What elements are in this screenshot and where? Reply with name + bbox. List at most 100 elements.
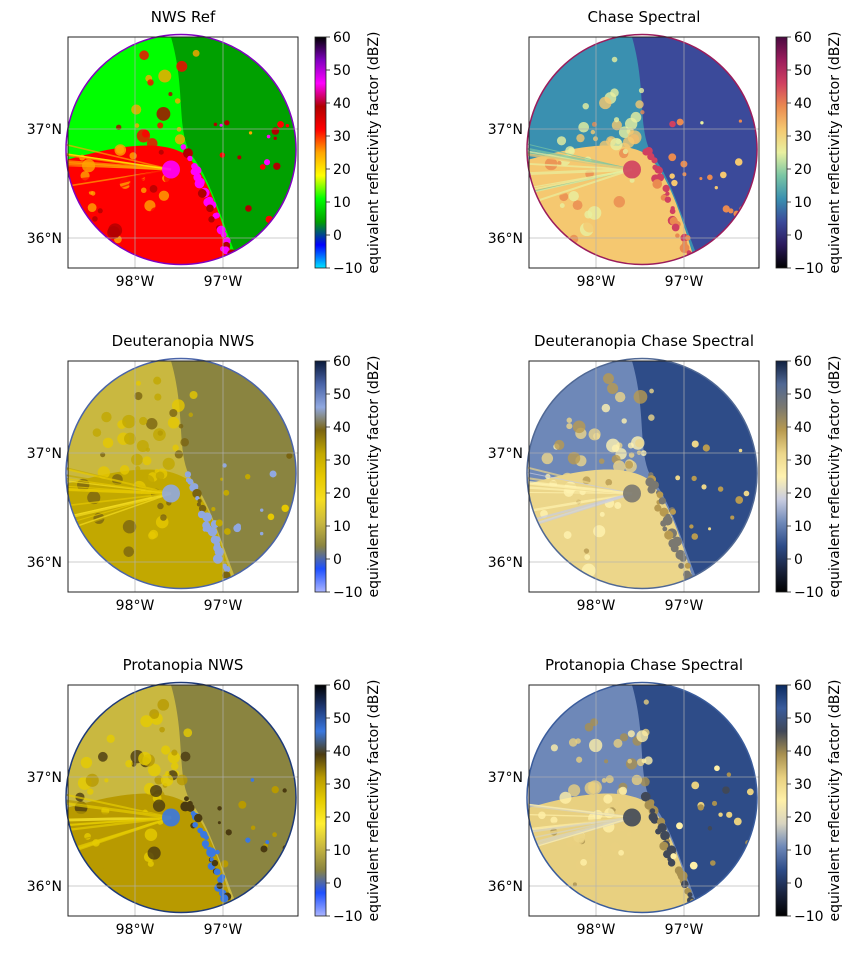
colorbar-tick-label: 60 [794,678,812,694]
colorbar-tick-label: 10 [333,519,351,535]
colorbar-tick-label: 10 [794,843,812,859]
colorbar [314,684,327,917]
colorbar-tick-label: −10 [794,909,824,925]
lon-tick-label: 97°W [204,922,243,938]
radar-range-ring [65,357,297,590]
radar-range-ring [65,681,297,914]
colorbar-tick-label: 50 [333,711,351,727]
colorbar-tick-label: 10 [794,195,812,211]
colorbar-tick-label: 20 [333,162,351,178]
lon-tick-label: 98°W [577,274,616,290]
clear-air-region [171,361,296,589]
colorbar-tick-label: 40 [794,96,812,112]
map-frame [67,36,299,269]
colorbar-tick-label: 20 [794,162,812,178]
colorbar-tick-label: 60 [333,30,351,46]
panel-3: Deuteranopia Chase Spectral 36°N 37°N 98°W 9… [488,332,843,614]
colorbar-tick-label: −10 [333,585,363,601]
colorbar-tick-label: 0 [794,228,803,244]
colorbar-label: equivalent reflectivity factor (dBZ) [366,32,382,274]
lat-tick-label: 36°N [27,879,62,895]
panel-0: NWS Ref 36°N 37°N 98°W 97°W −10 0 10 20 30 40 50 60 e… [27,8,382,290]
colorbar-tick-label: 30 [794,453,812,469]
colorbar-tick-label: 0 [794,552,803,568]
lat-tick-label: 37°N [488,770,523,786]
colorbar [314,36,327,269]
radar-core [162,484,180,503]
radar-core [162,808,180,827]
colorbar-tick-label: 30 [794,129,812,145]
colorbar-tick-label: −10 [333,261,363,277]
colorbar-tick-label: −10 [794,261,824,277]
map-frame [67,684,299,917]
clear-air-region [632,685,757,913]
colorbar-tick-label: 0 [333,876,342,892]
colorbar-tick-label: 50 [794,387,812,403]
panel-1: Chase Spectral 36°N 37°N 98°W 97°W −10 0 10 20 30… [488,8,843,290]
lon-tick-label: 98°W [577,598,616,614]
radar-range-ring [526,681,758,914]
panel-2: Deuteranopia NWS 36°N 37°N 98°W 97°W −10 0 10 20… [27,332,382,614]
lon-tick-label: 98°W [116,598,155,614]
colorbar-tick-label: 60 [333,354,351,370]
radar-core [623,160,641,179]
colorbar-tick-label: 60 [333,678,351,694]
colorbar-tick-label: 10 [794,519,812,535]
colorbar-label: equivalent reflectivity factor (dBZ) [366,356,382,598]
colorbar-tick-label: 50 [333,387,351,403]
colorbar-tick-label: 20 [794,486,812,502]
colorbar [775,36,788,269]
panel-title: Protanopia NWS [123,656,244,674]
panel-title: Deuteranopia NWS [112,332,255,350]
colorbar-tick-label: 40 [333,96,351,112]
map-frame [528,684,760,917]
map-frame [528,36,760,269]
colorbar-tick-label: 60 [794,30,812,46]
colorbar-label: equivalent reflectivity factor (dBZ) [827,680,843,922]
lat-tick-label: 37°N [27,770,62,786]
radar-core [162,160,180,179]
radar-range-ring [65,33,297,266]
radar-range-ring [526,33,758,266]
lon-tick-label: 97°W [665,598,704,614]
colorbar-tick-label: 20 [333,486,351,502]
radar-field [66,361,296,589]
panel-4: Protanopia NWS 36°N 37°N 98°W 97°W −10 0 10 20 30… [27,656,382,938]
colorbar-tick-label: 10 [333,843,351,859]
lon-tick-label: 98°W [116,274,155,290]
map-frame [528,360,760,593]
colorbar [775,360,788,593]
lon-tick-label: 97°W [665,274,704,290]
colorbar-tick-label: 0 [333,228,342,244]
colorbar-tick-label: 40 [794,744,812,760]
radar-field [66,37,296,265]
radar-field [527,685,757,913]
colorbar-tick-label: 0 [333,552,342,568]
colorbar-tick-label: 50 [794,63,812,79]
colorbar-tick-label: −10 [794,585,824,601]
lon-tick-label: 98°W [577,922,616,938]
colorbar-tick-label: 50 [794,711,812,727]
colorbar-tick-label: 60 [794,354,812,370]
lon-tick-label: 97°W [665,922,704,938]
colorbar-label: equivalent reflectivity factor (dBZ) [827,356,843,598]
panel-title: Protanopia Chase Spectral [545,656,743,674]
radar-field [527,361,757,589]
colorbar-tick-label: 40 [794,420,812,436]
panel-5: Protanopia Chase Spectral 36°N 37°N 98°W 97°… [488,656,843,938]
colorbar-tick-label: 10 [333,195,351,211]
colorbar-tick-label: 30 [333,453,351,469]
panel-title: NWS Ref [151,8,216,26]
radar-field [527,37,757,265]
lat-tick-label: 36°N [488,231,523,247]
colorbar-tick-label: 30 [333,129,351,145]
lon-tick-label: 98°W [116,922,155,938]
lat-tick-label: 36°N [27,555,62,571]
lon-tick-label: 97°W [204,274,243,290]
radar-core [623,808,641,827]
colorbar [314,360,327,593]
panel-title: Chase Spectral [588,8,701,26]
lat-tick-label: 37°N [27,446,62,462]
clear-air-region [171,37,296,265]
